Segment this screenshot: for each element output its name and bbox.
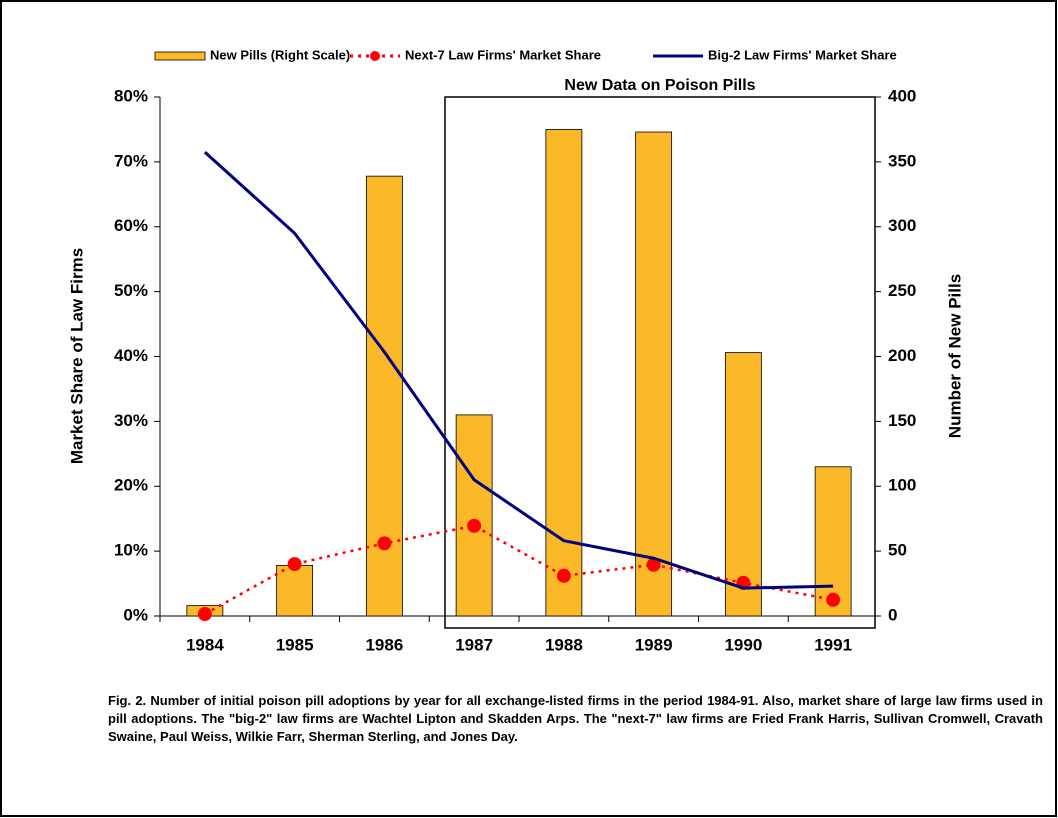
y-tick-label: 50% <box>114 281 148 300</box>
y2-tick-label: 200 <box>888 346 916 365</box>
y2-tick-label: 100 <box>888 476 916 495</box>
y2-tick-label: 400 <box>888 86 916 105</box>
x-tick-label: 1989 <box>635 635 673 654</box>
y2-tick-label: 0 <box>888 605 897 624</box>
y-tick-label: 10% <box>114 541 148 560</box>
bar <box>545 129 583 617</box>
y2-tick-label: 300 <box>888 216 916 235</box>
y-tick-label: 60% <box>114 216 148 235</box>
bar <box>276 564 314 617</box>
x-tick-label: 1984 <box>186 635 224 654</box>
x-tick-label: 1987 <box>455 635 493 654</box>
x-tick-label: 1990 <box>724 635 762 654</box>
y-tick-label: 80% <box>114 86 148 105</box>
dotted-line <box>204 524 834 616</box>
legend-label: Big-2 Law Firms' Market Share <box>708 47 897 62</box>
bar <box>635 131 673 617</box>
y-axis-label: Market Share of Law Firms <box>67 248 86 464</box>
y2-tick-label: 350 <box>888 151 916 170</box>
legend-marker <box>370 51 380 61</box>
y-tick-label: 70% <box>114 151 148 170</box>
bar <box>814 466 852 617</box>
y2-tick-label: 150 <box>888 411 916 430</box>
x-tick-label: 1991 <box>814 635 852 654</box>
line <box>203 151 834 590</box>
caption: Fig. 2. Number of initial poison pill ad… <box>108 693 1043 744</box>
marker <box>467 518 482 533</box>
legend-label: New Pills (Right Scale) <box>210 47 350 62</box>
marker <box>646 557 661 572</box>
legend-label: Next-7 Law Firms' Market Share <box>405 47 601 62</box>
marker <box>197 607 212 622</box>
x-tick-label: 1985 <box>276 635 314 654</box>
marker <box>826 592 841 607</box>
y2-tick-label: 250 <box>888 281 916 300</box>
box-title: New Data on Poison Pills <box>564 77 755 94</box>
y-tick-label: 0% <box>123 605 148 624</box>
marker <box>556 568 571 583</box>
bar <box>455 414 493 617</box>
x-tick-label: 1986 <box>365 635 403 654</box>
y2-axis-label: Number of New Pills <box>945 274 964 438</box>
bar <box>724 352 762 617</box>
y2-tick-label: 50 <box>888 541 907 560</box>
x-tick-label: 1988 <box>545 635 583 654</box>
legend-swatch <box>154 51 206 61</box>
marker <box>287 557 302 572</box>
y-tick-label: 40% <box>114 346 148 365</box>
y-tick-label: 20% <box>114 476 148 495</box>
marker <box>377 536 392 551</box>
y-tick-label: 30% <box>114 411 148 430</box>
